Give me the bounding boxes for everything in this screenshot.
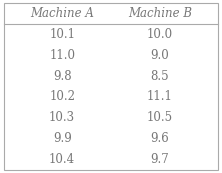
- Text: 8.5: 8.5: [151, 70, 169, 83]
- Text: 9.9: 9.9: [53, 132, 71, 145]
- Text: 10.2: 10.2: [49, 90, 75, 103]
- Text: 10.1: 10.1: [49, 28, 75, 41]
- Text: 9.0: 9.0: [151, 49, 169, 62]
- Text: 9.7: 9.7: [151, 153, 169, 166]
- Text: 11.0: 11.0: [49, 49, 75, 62]
- Text: 10.3: 10.3: [49, 111, 75, 124]
- Text: 9.8: 9.8: [53, 70, 71, 83]
- Text: 10.0: 10.0: [147, 28, 173, 41]
- FancyBboxPatch shape: [4, 3, 218, 170]
- Text: Machine B: Machine B: [128, 7, 192, 20]
- Text: 10.4: 10.4: [49, 153, 75, 166]
- Text: 10.5: 10.5: [147, 111, 173, 124]
- Text: Machine A: Machine A: [30, 7, 94, 20]
- Text: 11.1: 11.1: [147, 90, 173, 103]
- Text: 9.6: 9.6: [151, 132, 169, 145]
